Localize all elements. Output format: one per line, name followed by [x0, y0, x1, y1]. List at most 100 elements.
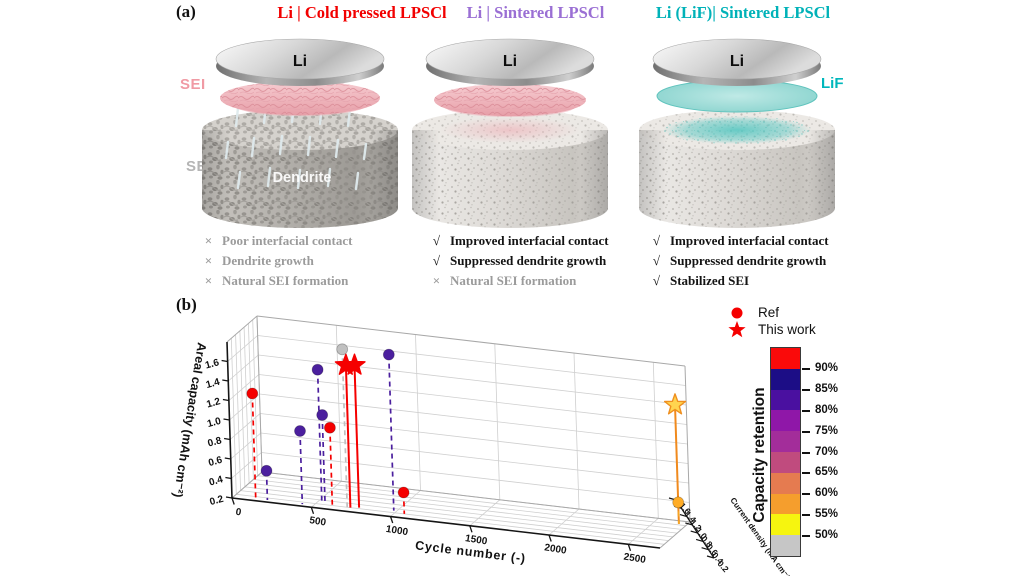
- y-tick-label: 0.2: [208, 494, 225, 508]
- cell-graphic-lif-sintered: Li LiF: [639, 38, 844, 228]
- scatter3d-plot: 0.2 0.4 0.6 0.8 1.0 1.2 1.4 1.6 0 500 1000 1500 2000…: [171, 315, 790, 576]
- check-fail-mark: ×: [204, 273, 213, 288]
- this-work-star-icon: [728, 320, 746, 337]
- sei-layer: [434, 84, 586, 117]
- colorbar-tick-label: 55%: [815, 507, 839, 520]
- y-tick-label: 1.2: [205, 396, 222, 410]
- data-points: [246, 343, 687, 509]
- colorbar-segment: [771, 348, 800, 369]
- dendrite-streaks: [224, 134, 368, 191]
- y-tick-label: 1.0: [206, 416, 223, 430]
- check-pass-mark: √: [652, 233, 661, 248]
- plot-box-edges: [226, 315, 691, 549]
- colorbar-gradient: [770, 347, 801, 557]
- check-text: Improved interfacial contact: [450, 233, 609, 248]
- data-point-marker: [672, 496, 685, 509]
- legend-label: This work: [758, 322, 816, 337]
- cell-renderings: Li Dendrite Li: [202, 38, 844, 228]
- checklist-cold-pressed: × Poor interfacial contact × Dendrite growt…: [202, 231, 442, 291]
- dendrite-label: Dendrite: [273, 170, 332, 186]
- check-text: Natural SEI formation: [450, 273, 577, 288]
- colorbar-tick: [802, 472, 810, 475]
- check-text: Poor interfacial contact: [222, 233, 353, 248]
- colorbar-tick: [802, 430, 810, 433]
- check-text: Suppressed dendrite growth: [450, 253, 607, 268]
- lif-label: LiF: [821, 75, 844, 92]
- colorbar-segment: [771, 368, 800, 390]
- check-pass-mark: √: [652, 253, 661, 268]
- sei-layer: [220, 81, 380, 116]
- colorbar-segment: [771, 472, 800, 494]
- se-cylinder-sintered: [639, 110, 835, 228]
- y-tick-label: 0.4: [208, 474, 225, 488]
- legend-item-this-work: This work: [724, 320, 816, 338]
- colorbar-segment: [771, 514, 800, 536]
- li-disc-label: Li: [730, 53, 744, 70]
- colorbar-segment: [771, 535, 800, 556]
- check-text: Dendrite growth: [222, 253, 314, 268]
- data-point-star-marker: [343, 353, 366, 375]
- cell-graphic-cold-pressed: Li Dendrite: [202, 38, 398, 228]
- colorbar-tick: [802, 368, 810, 371]
- cell-title-sintered: Li | Sintered LPSCl: [466, 3, 605, 22]
- x-tick-label: 2500: [623, 552, 647, 566]
- check-pass-mark: √: [432, 233, 441, 248]
- stem-lines: [251, 349, 680, 524]
- checklist-sintered: √ Improved interfacial contact √ Suppressed…: [430, 231, 670, 291]
- data-point-marker: [316, 409, 329, 421]
- colorbar-tick-label: 50%: [815, 528, 839, 541]
- x-tick-label: 2000: [544, 542, 568, 556]
- y-axis-title: Areal capacity (mAh cm⁻²): [171, 342, 209, 499]
- cell-title-cold-pressed: Li | Cold pressed LPSCl: [277, 3, 447, 22]
- colorbar-tick-label: 70%: [815, 445, 839, 458]
- colorbar-tick-label: 80%: [815, 403, 839, 416]
- se-cylinder-sintered: [412, 110, 608, 228]
- legend-label: Ref: [758, 305, 780, 320]
- check-item: √ Suppressed dendrite growth: [650, 251, 890, 271]
- data-point-marker: [294, 425, 306, 437]
- data-point-marker: [397, 486, 410, 499]
- data-point-marker: [323, 421, 336, 434]
- x-tick-label: 0: [235, 507, 243, 519]
- colorbar-segment: [771, 451, 800, 473]
- check-text: Stabilized SEI: [670, 273, 750, 288]
- li-disc: [215, 38, 385, 86]
- panel-a-label: (a): [176, 2, 196, 21]
- li-disc-label: Li: [503, 53, 517, 70]
- check-text: Natural SEI formation: [222, 273, 349, 288]
- panel-b-label: (b): [176, 295, 197, 314]
- colorbar-segment: [771, 493, 800, 515]
- colorbar-tick: [802, 389, 810, 392]
- data-point-star-marker: [663, 393, 687, 415]
- check-fail-mark: ×: [432, 273, 441, 288]
- y-tick-label: 1.4: [205, 377, 222, 391]
- legend-item-ref: Ref: [724, 304, 816, 321]
- cell-title-lif-sintered: Li (LiF)| Sintered LPSCl: [655, 3, 831, 22]
- check-item: √ Stabilized SEI: [650, 271, 890, 291]
- check-pass-mark: √: [432, 253, 441, 268]
- check-fail-mark: ×: [204, 253, 213, 268]
- colorbar-tick: [802, 409, 810, 412]
- li-disc: [425, 38, 595, 86]
- colorbar-tick: [802, 493, 810, 496]
- colorbar-segment: [771, 389, 800, 411]
- colorbar-tick-label: 75%: [815, 424, 839, 437]
- colorbar-segment: [771, 431, 800, 452]
- li-disc: [652, 38, 822, 86]
- y-tick-label: 0.6: [207, 455, 224, 469]
- x-tick-label: 1500: [464, 533, 488, 547]
- data-point-marker: [336, 343, 349, 356]
- colorbar-title: Capacity retention: [751, 387, 768, 523]
- colorbar-tick-label: 60%: [815, 487, 839, 500]
- y-tick-label: 0.8: [207, 435, 224, 449]
- colorbar-tick-label: 90%: [815, 362, 839, 375]
- colorbar-tick-label: 65%: [815, 466, 839, 479]
- data-point-marker: [246, 387, 259, 400]
- data-point-marker: [260, 464, 273, 477]
- check-pass-mark: √: [652, 273, 661, 288]
- data-point-marker: [311, 363, 324, 376]
- colorbar-segment: [771, 410, 800, 432]
- plot-legend: Ref This work: [724, 304, 816, 338]
- colorbar-tick-label: 85%: [815, 383, 839, 396]
